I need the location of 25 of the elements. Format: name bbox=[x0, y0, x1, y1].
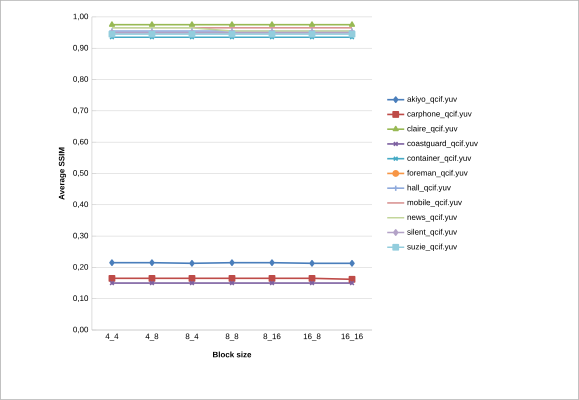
point bbox=[108, 21, 115, 27]
point bbox=[308, 274, 316, 282]
point bbox=[309, 260, 315, 267]
point bbox=[308, 21, 316, 27]
point bbox=[109, 259, 115, 266]
point bbox=[108, 274, 116, 282]
point bbox=[189, 280, 195, 286]
point bbox=[268, 274, 276, 282]
point bbox=[148, 274, 156, 282]
point bbox=[349, 260, 355, 267]
point bbox=[189, 260, 195, 267]
point bbox=[229, 259, 235, 266]
point bbox=[268, 21, 276, 27]
point bbox=[309, 280, 315, 286]
point bbox=[269, 259, 275, 266]
point bbox=[149, 259, 155, 266]
point bbox=[148, 21, 156, 27]
point bbox=[149, 280, 155, 286]
point bbox=[188, 21, 196, 27]
point bbox=[229, 280, 235, 286]
point bbox=[228, 274, 236, 282]
point bbox=[269, 280, 275, 286]
point bbox=[188, 274, 196, 282]
point bbox=[348, 21, 356, 27]
point bbox=[228, 21, 236, 27]
